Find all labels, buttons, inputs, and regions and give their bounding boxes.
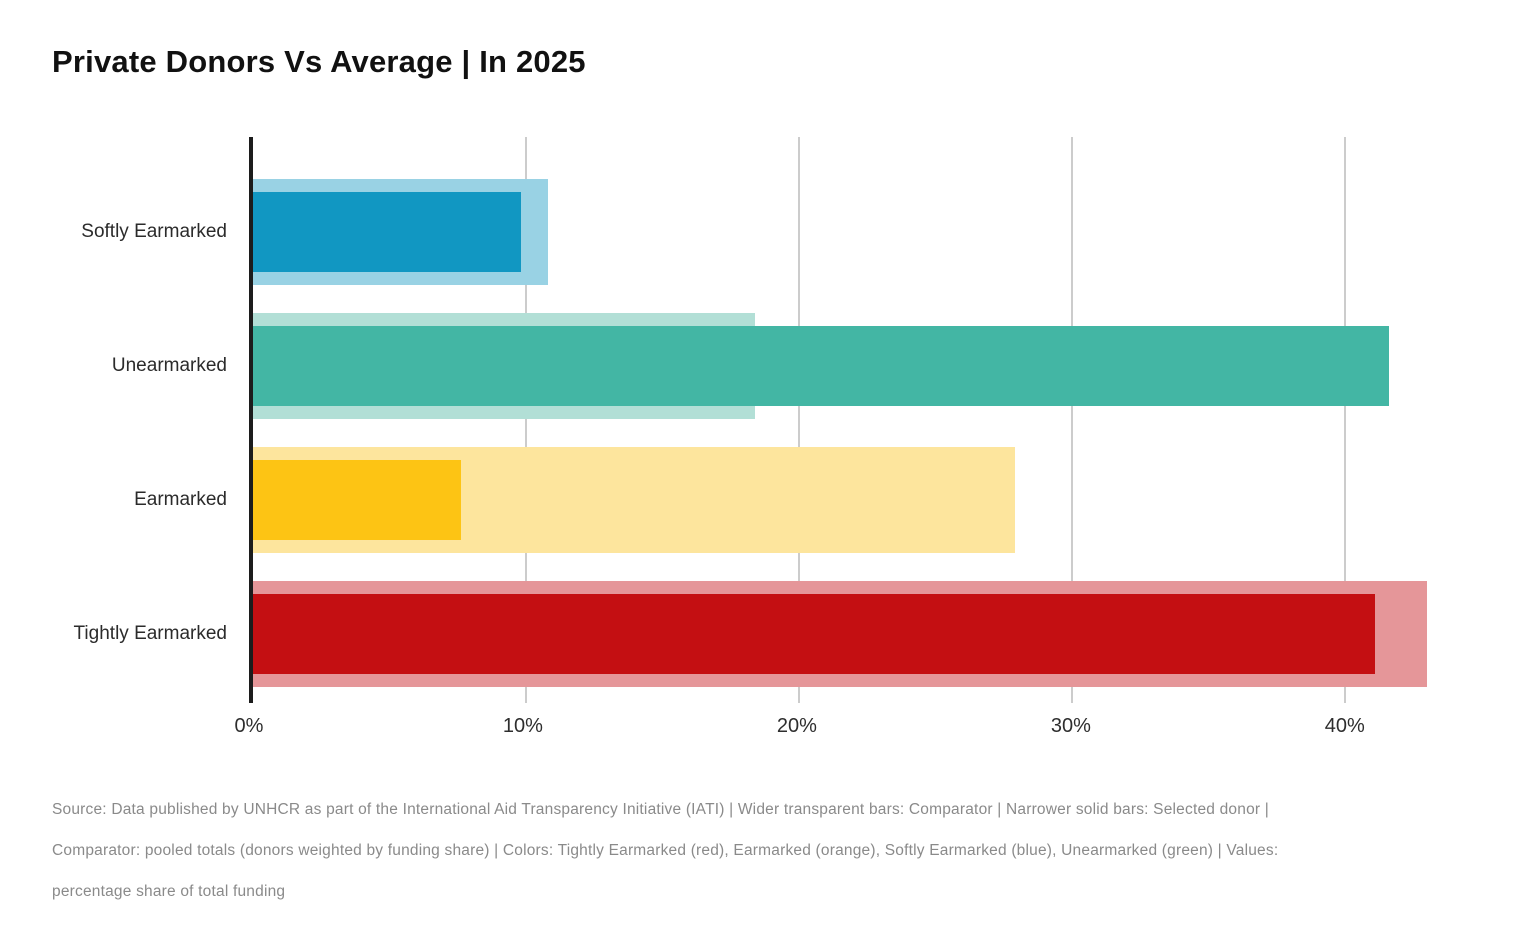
category-label-tightly-earmarked: Tightly Earmarked — [73, 623, 227, 644]
bar-selected-donor-earmarked[interactable] — [253, 460, 461, 540]
plot-area — [249, 137, 1490, 703]
category-label-earmarked: Earmarked — [134, 489, 227, 510]
bar-chart: Softly Earmarked Unearmarked Earmarked Tigh… — [52, 137, 1490, 703]
x-axis-tick-labels: 0% 10% 20% 30% 40% — [235, 715, 1490, 755]
x-tick-label-10pct: 10% — [502, 715, 543, 737]
gridline-40pct — [1344, 137, 1347, 703]
category-axis: Softly Earmarked Unearmarked Earmarked Tigh… — [52, 137, 249, 703]
bar-row-earmarked — [253, 433, 1490, 567]
source-note-line-3: percentage share of total funding — [52, 883, 286, 900]
x-tick-label-40pct: 40% — [1324, 715, 1365, 737]
bar-selected-donor-softly-earmarked[interactable] — [253, 192, 521, 272]
bar-selected-donor-unearmarked[interactable] — [253, 326, 1389, 406]
x-tick-label-0pct: 0% — [234, 715, 264, 737]
chart-title: Private Donors Vs Average | In 2025 — [52, 44, 586, 79]
category-label-softly-earmarked: Softly Earmarked — [81, 221, 227, 242]
bar-row-unearmarked — [253, 299, 1490, 433]
category-label-unearmarked: Unearmarked — [111, 355, 227, 376]
bar-selected-donor-tightly-earmarked[interactable] — [253, 594, 1376, 674]
gridline-30pct — [1071, 137, 1074, 703]
bar-row-tightly-earmarked — [253, 567, 1490, 701]
gridline-10pct — [525, 137, 528, 703]
source-note: Source: Data published by UNHCR as part … — [52, 789, 1476, 912]
x-tick-label-30pct: 30% — [1050, 715, 1091, 737]
source-note-line-1: Source: Data published by UNHCR as part … — [52, 801, 1269, 818]
gridline-20pct — [798, 137, 801, 703]
bar-row-softly-earmarked — [253, 165, 1490, 299]
source-note-line-2: Comparator: pooled totals (donors weight… — [52, 842, 1279, 859]
x-tick-label-20pct: 20% — [776, 715, 817, 737]
bars-layer — [253, 165, 1490, 701]
